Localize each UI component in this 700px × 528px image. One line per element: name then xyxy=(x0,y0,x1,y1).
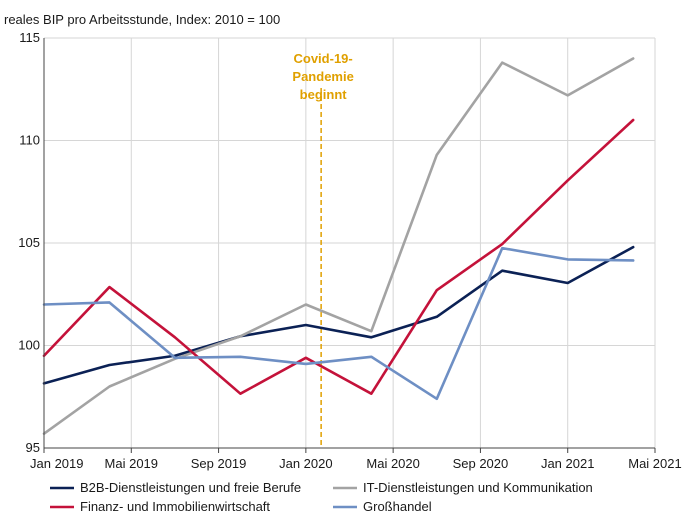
x-tick-label-6: Jan 2021 xyxy=(541,456,595,471)
series-lines xyxy=(42,57,635,435)
y-tick-label-95: 95 xyxy=(26,440,40,455)
legend: B2B-Dienstleistungen und freie Berufe IT-… xyxy=(50,480,593,514)
y-tick-labels: 95 100 105 110 115 xyxy=(18,30,40,455)
legend-label-1: IT-Dienstleistungen und Kommunikation xyxy=(363,480,593,495)
y-axis-title: reales BIP pro Arbeitsstunde, Index: 201… xyxy=(4,12,280,27)
legend-label-0: B2B-Dienstleistungen und freie Berufe xyxy=(80,480,301,495)
covid-annotation-line-1: Covid-19- xyxy=(294,51,353,66)
gridlines xyxy=(44,37,656,448)
x-tick-label-7: Mai 2021 xyxy=(628,456,681,471)
x-tick-label-1: Mai 2019 xyxy=(105,456,158,471)
series-line-3 xyxy=(42,246,635,401)
series-line-1 xyxy=(42,57,635,435)
x-tick-label-0: Jan 2019 xyxy=(30,456,84,471)
x-tick-label-2: Sep 2019 xyxy=(191,456,247,471)
y-tick-label-115: 115 xyxy=(19,30,40,45)
covid-annotation-line-3: beginnt xyxy=(300,87,348,102)
y-tick-label-110: 110 xyxy=(19,133,40,148)
y-tick-label-105: 105 xyxy=(18,235,40,250)
series-line-0 xyxy=(42,245,635,385)
x-tick-labels: Jan 2019 Mai 2019 Sep 2019 Jan 2020 Mai 2020… xyxy=(30,456,682,471)
x-tick-label-5: Sep 2020 xyxy=(453,456,509,471)
series-line-2 xyxy=(42,118,635,395)
axes xyxy=(43,38,656,453)
y-tick-label-100: 100 xyxy=(18,338,40,353)
x-tick-label-3: Jan 2020 xyxy=(279,456,333,471)
legend-label-3: Großhandel xyxy=(363,499,432,514)
legend-label-2: Finanz- und Immobilienwirtschaft xyxy=(80,499,270,514)
covid-annotation: Covid-19- Pandemie beginnt xyxy=(292,51,354,448)
covid-annotation-line-2: Pandemie xyxy=(292,69,353,84)
x-tick-label-4: Mai 2020 xyxy=(366,456,419,471)
